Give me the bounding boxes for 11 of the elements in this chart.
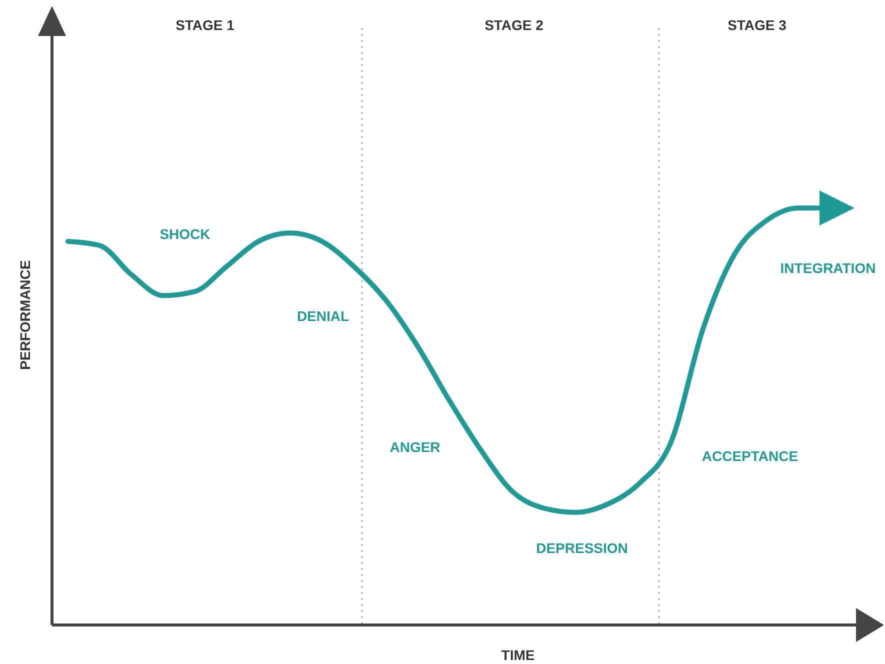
x-axis-title: TIME (501, 647, 535, 663)
annotation: SHOCK (160, 226, 210, 242)
text: STAGE 1 (176, 17, 235, 33)
text: STAGE 3 (728, 17, 787, 33)
annotation: DENIAL (296, 308, 350, 324)
text: STAGE 2 (484, 17, 544, 33)
annotation: INTEGRATION (780, 260, 876, 276)
annotation: DEPRESSION (536, 540, 628, 556)
annotation: ACCEPTANCE (702, 448, 798, 464)
y-axis-title: PERFORMANCE (17, 260, 33, 370)
annotation: ANGER (390, 439, 440, 455)
